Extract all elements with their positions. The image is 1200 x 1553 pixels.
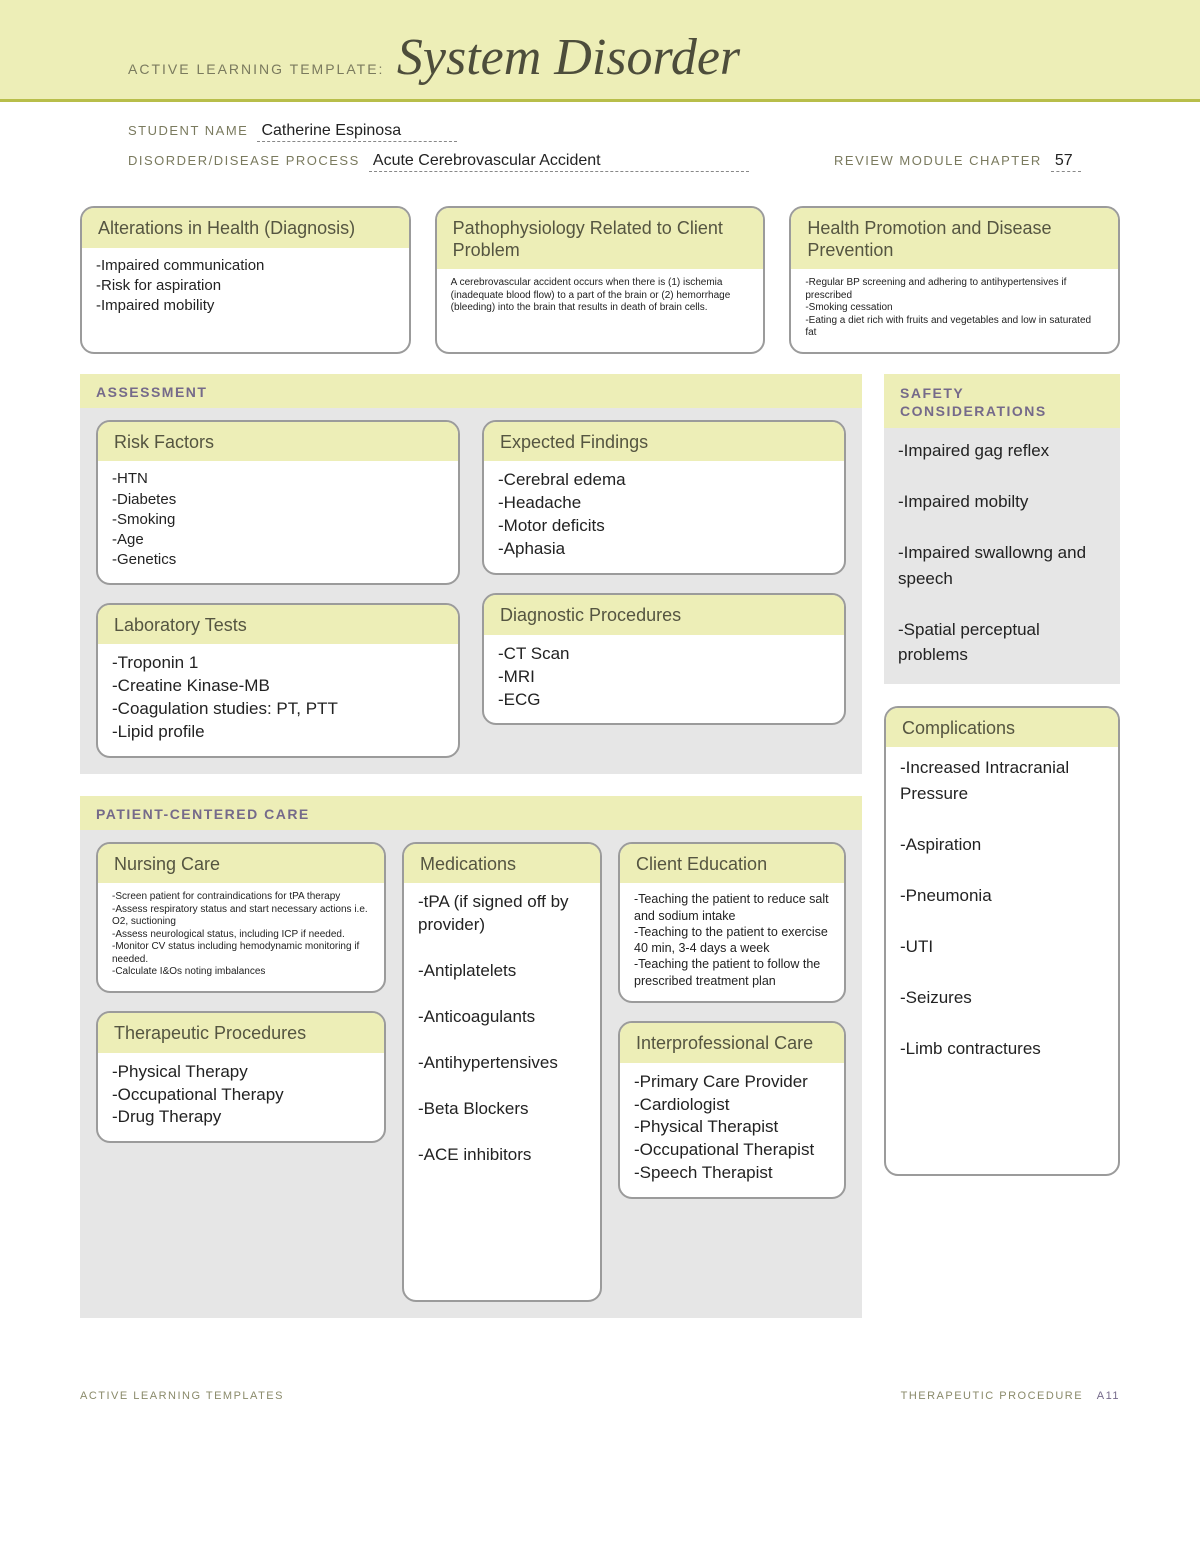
diag-card: Diagnostic Procedures -CT Scan -MRI -ECG bbox=[482, 593, 846, 725]
labs-title: Laboratory Tests bbox=[98, 605, 458, 645]
nursing-card: Nursing Care -Screen patient for contrai… bbox=[96, 842, 386, 993]
pcc-title: PATIENT-CENTERED CARE bbox=[80, 796, 862, 830]
promotion-title: Health Promotion and Disease Prevention bbox=[791, 208, 1118, 269]
patho-body: A cerebrovascular accident occurs when t… bbox=[437, 269, 764, 327]
diag-title: Diagnostic Procedures bbox=[484, 595, 844, 635]
meta-block: STUDENT NAME Catherine Espinosa DISORDER… bbox=[0, 102, 1200, 190]
disorder-row: DISORDER/DISEASE PROCESS Acute Cerebrova… bbox=[128, 152, 1120, 172]
top-row: Alterations in Health (Diagnosis) -Impai… bbox=[80, 206, 1120, 354]
pcc-col2: Medications -tPA (if signed off by provi… bbox=[402, 842, 602, 1302]
patho-card: Pathophysiology Related to Client Proble… bbox=[435, 206, 766, 354]
meds-title: Medications bbox=[404, 844, 600, 884]
labs-card: Laboratory Tests -Troponin 1 -Creatine K… bbox=[96, 603, 460, 758]
complications-card: Complications -Increased Intracranial Pr… bbox=[884, 706, 1120, 1176]
inter-title: Interprofessional Care bbox=[620, 1023, 844, 1063]
disorder-label: DISORDER/DISEASE PROCESS bbox=[128, 153, 360, 168]
expected-card: Expected Findings -Cerebral edema -Heada… bbox=[482, 420, 846, 575]
risk-body: -HTN -Diabetes -Smoking -Age -Genetics bbox=[98, 461, 458, 582]
edu-title: Client Education bbox=[620, 844, 844, 884]
meds-card: Medications -tPA (if signed off by provi… bbox=[402, 842, 602, 1302]
chapter-label: REVIEW MODULE CHAPTER bbox=[834, 153, 1042, 168]
alterations-card: Alterations in Health (Diagnosis) -Impai… bbox=[80, 206, 411, 354]
pcc-inner: Nursing Care -Screen patient for contrai… bbox=[80, 830, 862, 1302]
disorder-value: Acute Cerebrovascular Accident bbox=[369, 152, 749, 172]
pcc-col1: Nursing Care -Screen patient for contrai… bbox=[96, 842, 386, 1302]
main-left: ASSESSMENT Risk Factors -HTN -Diabetes -… bbox=[80, 374, 862, 1340]
banner-title: System Disorder bbox=[397, 28, 740, 87]
main-grid: ASSESSMENT Risk Factors -HTN -Diabetes -… bbox=[80, 374, 1120, 1340]
promotion-card: Health Promotion and Disease Prevention … bbox=[789, 206, 1120, 354]
therapeutic-card: Therapeutic Procedures -Physical Therapy… bbox=[96, 1011, 386, 1143]
inter-body: -Primary Care Provider -Cardiologist -Ph… bbox=[620, 1063, 844, 1198]
therapeutic-title: Therapeutic Procedures bbox=[98, 1013, 384, 1053]
inter-card: Interprofessional Care -Primary Care Pro… bbox=[618, 1021, 846, 1199]
labs-body: -Troponin 1 -Creatine Kinase-MB -Coagula… bbox=[98, 644, 458, 756]
meds-body: -tPA (if signed off by provider) -Antipl… bbox=[404, 883, 600, 1178]
student-label: STUDENT NAME bbox=[128, 123, 248, 138]
footer-code: A11 bbox=[1097, 1390, 1120, 1402]
nursing-title: Nursing Care bbox=[98, 844, 384, 884]
safety-wrap: SAFETY CONSIDERATIONS -Impaired gag refl… bbox=[884, 374, 1120, 684]
nursing-body: -Screen patient for contraindications fo… bbox=[98, 883, 384, 991]
student-row: STUDENT NAME Catherine Espinosa bbox=[128, 122, 1120, 142]
footer: ACTIVE LEARNING TEMPLATES THERAPEUTIC PR… bbox=[0, 1340, 1200, 1402]
chapter-wrap: REVIEW MODULE CHAPTER 57 bbox=[834, 152, 1081, 172]
complications-title: Complications bbox=[886, 708, 1118, 748]
assessment-inner: Risk Factors -HTN -Diabetes -Smoking -Ag… bbox=[80, 408, 862, 758]
student-value: Catherine Espinosa bbox=[257, 122, 457, 142]
therapeutic-body: -Physical Therapy -Occupational Therapy … bbox=[98, 1053, 384, 1142]
banner-prefix: ACTIVE LEARNING TEMPLATE: bbox=[128, 61, 384, 77]
assessment-col1: Risk Factors -HTN -Diabetes -Smoking -Ag… bbox=[96, 420, 460, 758]
pcc-section: PATIENT-CENTERED CARE Nursing Care -Scre… bbox=[80, 796, 862, 1318]
patho-title: Pathophysiology Related to Client Proble… bbox=[437, 208, 764, 269]
alterations-title: Alterations in Health (Diagnosis) bbox=[82, 208, 409, 248]
footer-left: ACTIVE LEARNING TEMPLATES bbox=[80, 1390, 284, 1402]
footer-right-label: THERAPEUTIC PROCEDURE bbox=[901, 1390, 1083, 1402]
pcc-col3: Client Education -Teaching the patient t… bbox=[618, 842, 846, 1302]
assessment-col2: Expected Findings -Cerebral edema -Heada… bbox=[482, 420, 846, 758]
main-right: SAFETY CONSIDERATIONS -Impaired gag refl… bbox=[884, 374, 1120, 1340]
expected-body: -Cerebral edema -Headache -Motor deficit… bbox=[484, 461, 844, 573]
safety-body: -Impaired gag reflex -Impaired mobilty -… bbox=[884, 428, 1120, 668]
edu-card: Client Education -Teaching the patient t… bbox=[618, 842, 846, 1003]
chapter-value: 57 bbox=[1051, 152, 1081, 172]
alterations-body: -Impaired communication -Risk for aspira… bbox=[82, 248, 409, 329]
safety-title: SAFETY CONSIDERATIONS bbox=[884, 374, 1120, 428]
promotion-body: -Regular BP screening and adhering to an… bbox=[791, 269, 1118, 352]
footer-right: THERAPEUTIC PROCEDURE A11 bbox=[901, 1390, 1120, 1402]
complications-body: -Increased Intracranial Pressure -Aspira… bbox=[886, 747, 1118, 1073]
expected-title: Expected Findings bbox=[484, 422, 844, 462]
page: ACTIVE LEARNING TEMPLATE: System Disorde… bbox=[0, 0, 1200, 1442]
assessment-section: ASSESSMENT Risk Factors -HTN -Diabetes -… bbox=[80, 374, 862, 774]
assessment-title: ASSESSMENT bbox=[80, 374, 862, 408]
header-banner: ACTIVE LEARNING TEMPLATE: System Disorde… bbox=[0, 0, 1200, 102]
assessment-row1: Risk Factors -HTN -Diabetes -Smoking -Ag… bbox=[96, 420, 846, 758]
risk-title: Risk Factors bbox=[98, 422, 458, 462]
content: Alterations in Health (Diagnosis) -Impai… bbox=[0, 190, 1200, 1340]
risk-card: Risk Factors -HTN -Diabetes -Smoking -Ag… bbox=[96, 420, 460, 585]
diag-body: -CT Scan -MRI -ECG bbox=[484, 635, 844, 724]
edu-body: -Teaching the patient to reduce salt and… bbox=[620, 883, 844, 1001]
pcc-cols: Nursing Care -Screen patient for contrai… bbox=[96, 842, 846, 1302]
